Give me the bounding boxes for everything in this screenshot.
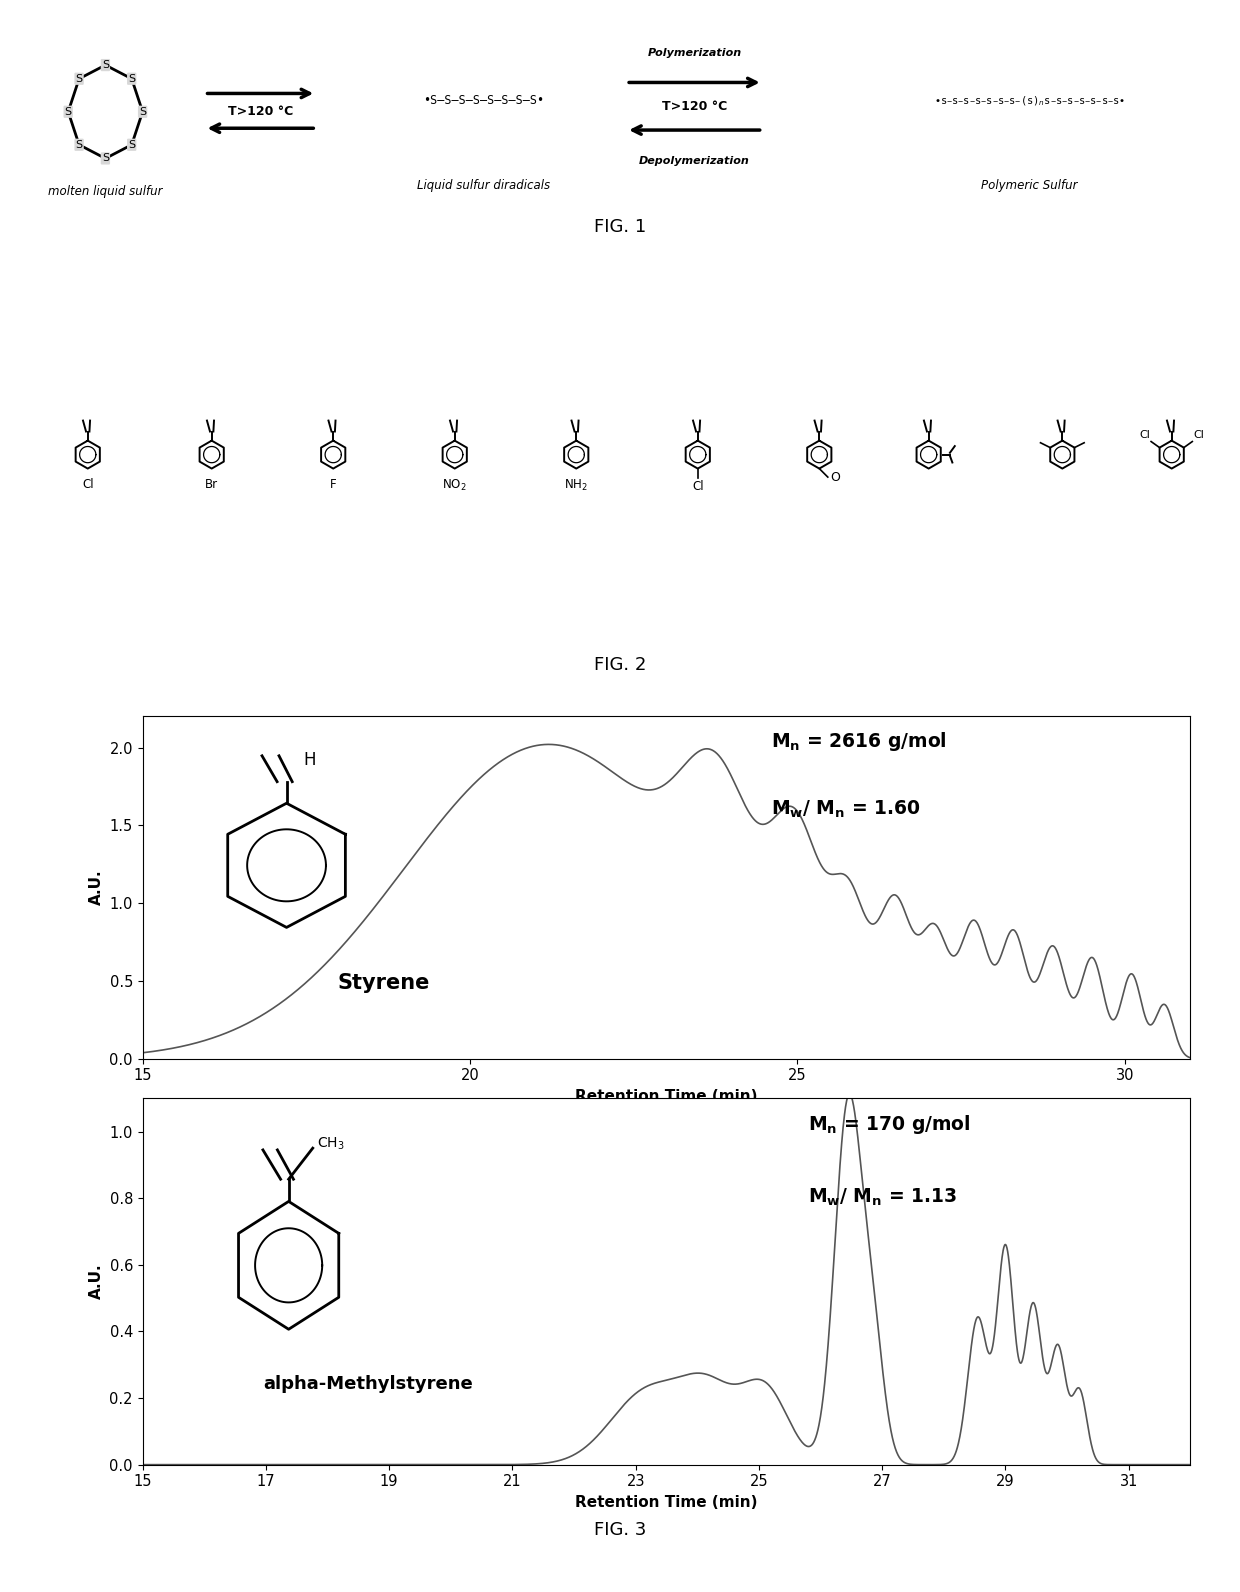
Text: $\mathbf{M_n}$ = 2616 g/mol: $\mathbf{M_n}$ = 2616 g/mol xyxy=(771,731,947,753)
Text: S: S xyxy=(76,73,83,84)
Text: Polymerization: Polymerization xyxy=(647,48,742,59)
X-axis label: Retention Time (min): Retention Time (min) xyxy=(575,1495,758,1509)
Text: S: S xyxy=(128,140,135,150)
Text: S: S xyxy=(128,73,135,84)
Text: Cl: Cl xyxy=(1194,430,1204,441)
Text: Br: Br xyxy=(205,478,218,492)
Text: $\mathbf{M_w}$/ $\mathbf{M_n}$ = 1.60: $\mathbf{M_w}$/ $\mathbf{M_n}$ = 1.60 xyxy=(771,799,921,820)
Text: S: S xyxy=(102,60,109,70)
X-axis label: Retention Time (min): Retention Time (min) xyxy=(575,1089,758,1103)
Text: $\mathbf{M_w}$/ $\mathbf{M_n}$ = 1.13: $\mathbf{M_w}$/ $\mathbf{M_n}$ = 1.13 xyxy=(808,1186,957,1208)
Text: Polymeric Sulfur: Polymeric Sulfur xyxy=(981,180,1078,193)
Text: S: S xyxy=(76,140,83,150)
Text: •s–s–s–s–s–s–s–(s)$_n$s–s–s–s–s–s–s•: •s–s–s–s–s–s–s–(s)$_n$s–s–s–s–s–s–s• xyxy=(934,94,1125,108)
Text: Liquid sulfur diradicals: Liquid sulfur diradicals xyxy=(417,180,551,193)
Text: molten liquid sulfur: molten liquid sulfur xyxy=(48,185,162,197)
Text: Cl: Cl xyxy=(82,478,93,492)
Text: •S–S–S–S–S–S–S–S•: •S–S–S–S–S–S–S–S• xyxy=(423,94,544,107)
Text: alpha-Methylstyrene: alpha-Methylstyrene xyxy=(263,1375,472,1393)
Text: Depolymerization: Depolymerization xyxy=(639,156,750,166)
Text: T>120 °C: T>120 °C xyxy=(228,105,293,118)
Text: FIG. 2: FIG. 2 xyxy=(594,656,646,673)
Text: S: S xyxy=(102,153,109,164)
Text: $\mathbf{M_n}$ = 170 g/mol: $\mathbf{M_n}$ = 170 g/mol xyxy=(808,1113,971,1137)
Text: T>120 °C: T>120 °C xyxy=(662,100,727,113)
Text: FIG. 3: FIG. 3 xyxy=(594,1520,646,1539)
Text: H: H xyxy=(304,751,316,769)
Text: Styrene: Styrene xyxy=(337,973,430,993)
Text: Cl: Cl xyxy=(692,479,703,492)
Y-axis label: A.U.: A.U. xyxy=(89,1264,104,1299)
Text: Cl: Cl xyxy=(1140,430,1149,441)
Text: S: S xyxy=(139,107,146,116)
Text: CH$_3$: CH$_3$ xyxy=(316,1135,345,1153)
Text: NH$_2$: NH$_2$ xyxy=(564,478,588,494)
Text: F: F xyxy=(330,478,336,492)
Text: NO$_2$: NO$_2$ xyxy=(443,478,467,494)
Y-axis label: A.U.: A.U. xyxy=(89,869,104,906)
Text: FIG. 1: FIG. 1 xyxy=(594,218,646,236)
Text: O: O xyxy=(831,471,841,484)
Text: S: S xyxy=(64,107,72,116)
